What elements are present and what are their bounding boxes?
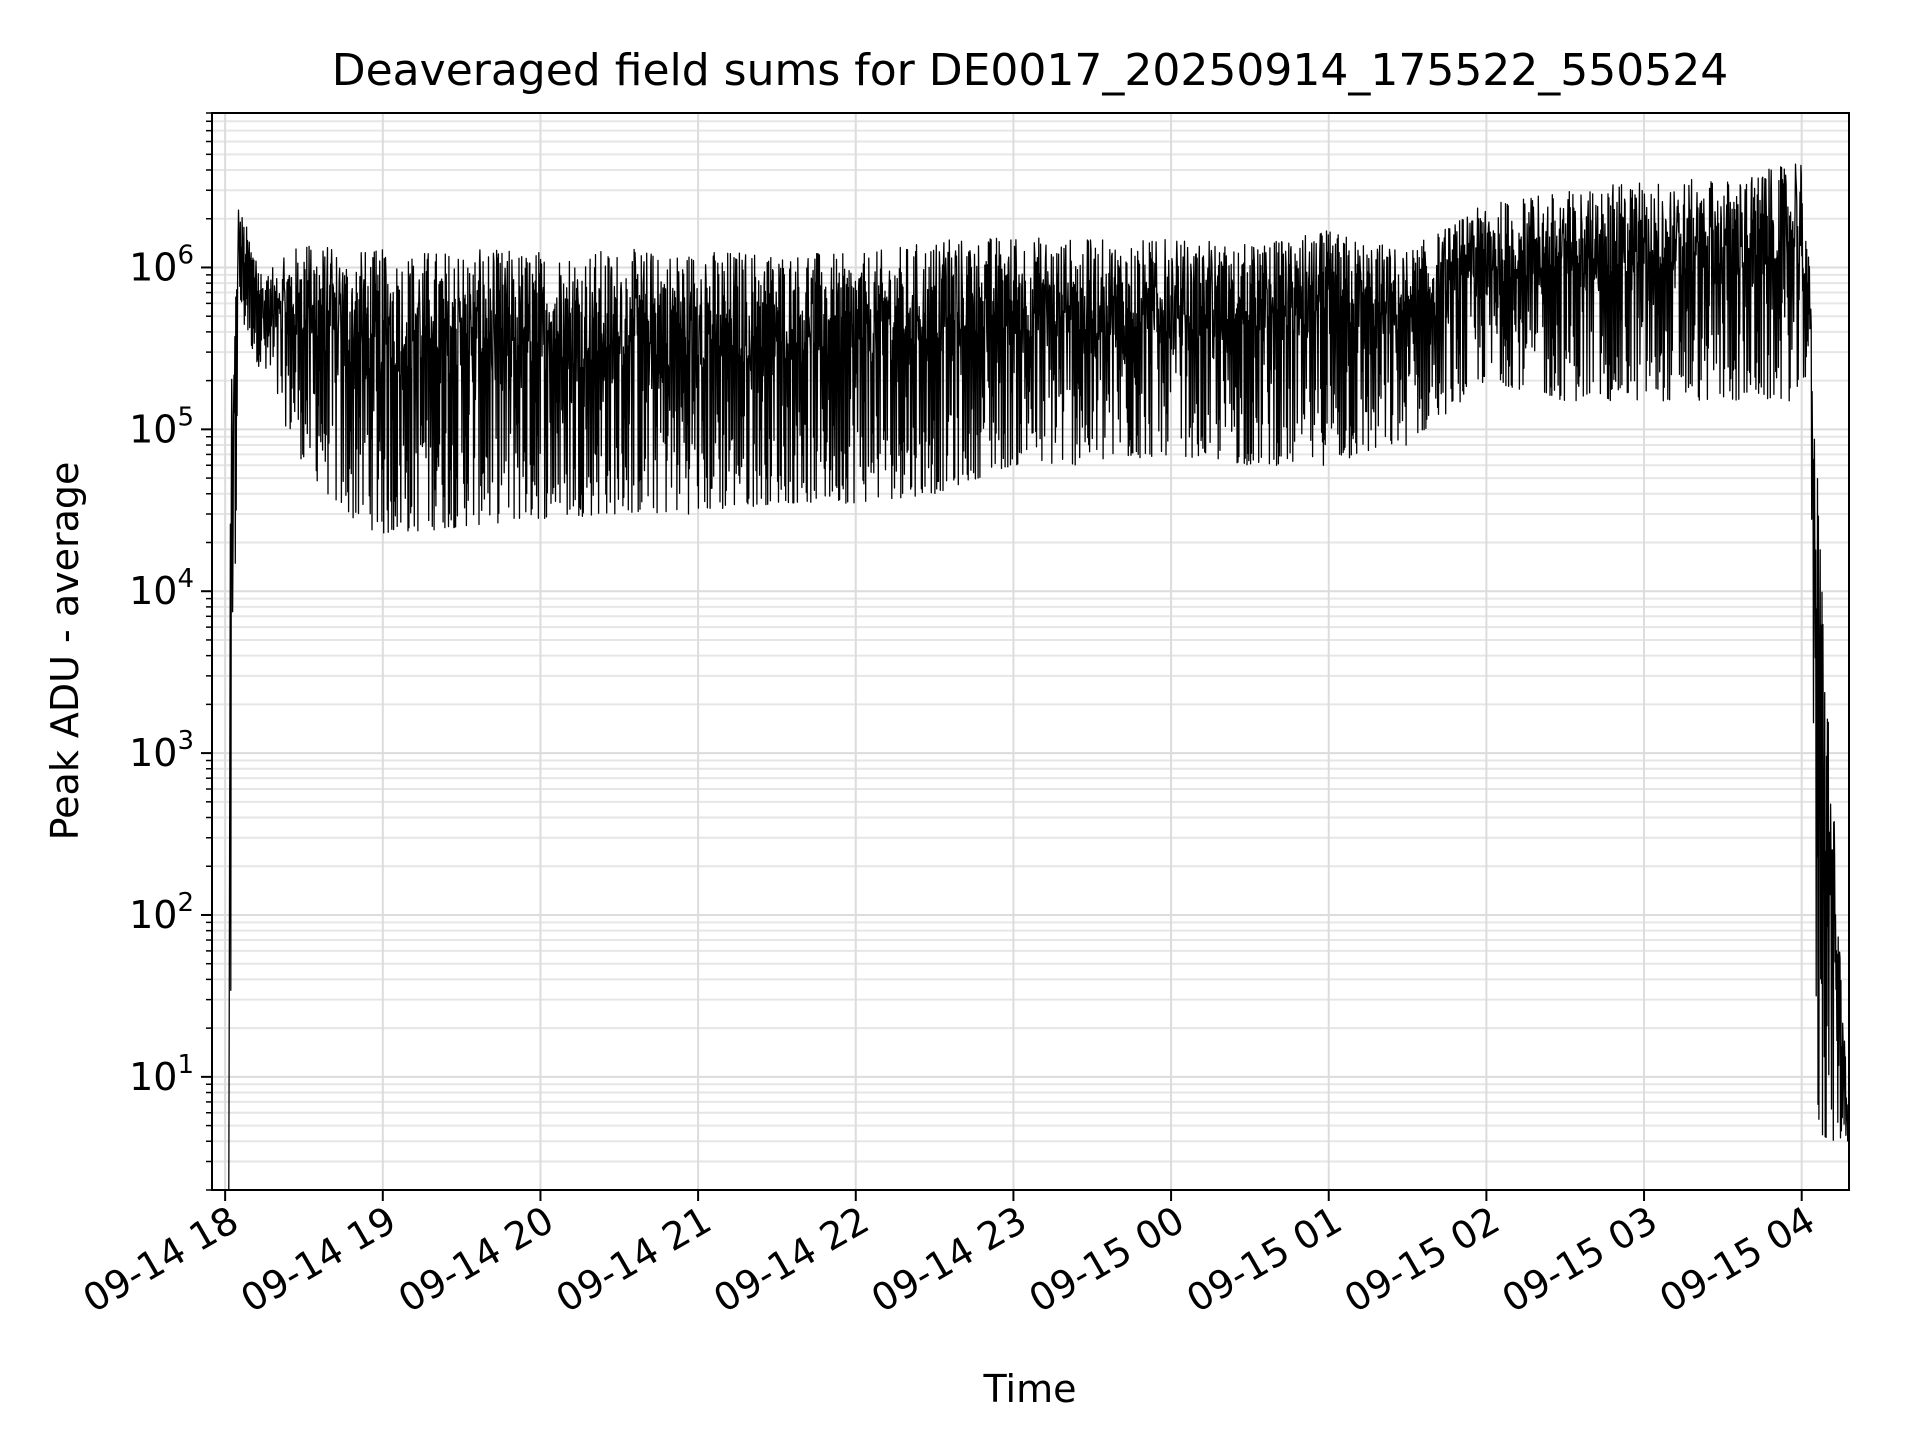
- x-tick-label: 09-14 21: [549, 1198, 719, 1322]
- x-tick-label: 09-14 22: [706, 1198, 876, 1322]
- y-tick-base: 10: [129, 407, 177, 451]
- y-tick-base: 10: [129, 893, 177, 937]
- data-line: [228, 163, 1850, 1191]
- y-tick-exponent: 2: [177, 888, 194, 918]
- y-tick-base: 10: [129, 245, 177, 289]
- y-tick-label: 103: [129, 726, 194, 775]
- x-tick-label: 09-15 03: [1495, 1198, 1665, 1322]
- y-tick-label: 102: [129, 888, 194, 937]
- y-tick-label: 106: [129, 240, 194, 289]
- y-tick-label: 104: [129, 564, 194, 613]
- y-axis-label: Peak ADU - average: [43, 462, 87, 841]
- y-tick-base: 10: [129, 569, 177, 613]
- chart-title: Deaveraged field sums for DE0017_2025091…: [332, 45, 1729, 96]
- y-tick-exponent: 1: [177, 1050, 194, 1080]
- x-tick-label: 09-15 04: [1652, 1198, 1822, 1322]
- x-tick-label: 09-15 00: [1022, 1198, 1192, 1322]
- x-tick-label: 09-14 19: [233, 1198, 403, 1322]
- x-tick-label: 09-14 18: [76, 1198, 246, 1322]
- y-tick-exponent: 6: [177, 240, 194, 270]
- y-tick-exponent: 3: [177, 726, 194, 756]
- y-tick-label: 105: [129, 402, 194, 451]
- y-tick-base: 10: [129, 731, 177, 775]
- y-tick-exponent: 5: [177, 402, 194, 432]
- y-tick-label: 101: [129, 1050, 194, 1099]
- series-line: [228, 163, 1850, 1191]
- x-tick-label: 09-14 20: [391, 1198, 561, 1322]
- x-tick-label: 09-15 01: [1179, 1198, 1349, 1322]
- x-axis-label: Time: [983, 1367, 1077, 1411]
- y-tick-exponent: 4: [177, 564, 194, 594]
- y-tick-base: 10: [129, 1055, 177, 1099]
- plot-frame: [211, 112, 1850, 1191]
- x-tick-label: 09-15 02: [1337, 1198, 1507, 1322]
- x-tick-label: 09-14 23: [864, 1198, 1034, 1322]
